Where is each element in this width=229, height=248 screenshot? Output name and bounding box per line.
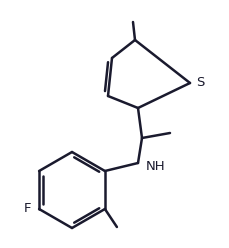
- Text: F: F: [24, 203, 31, 216]
- Text: NH: NH: [145, 160, 165, 174]
- Text: S: S: [195, 76, 204, 90]
